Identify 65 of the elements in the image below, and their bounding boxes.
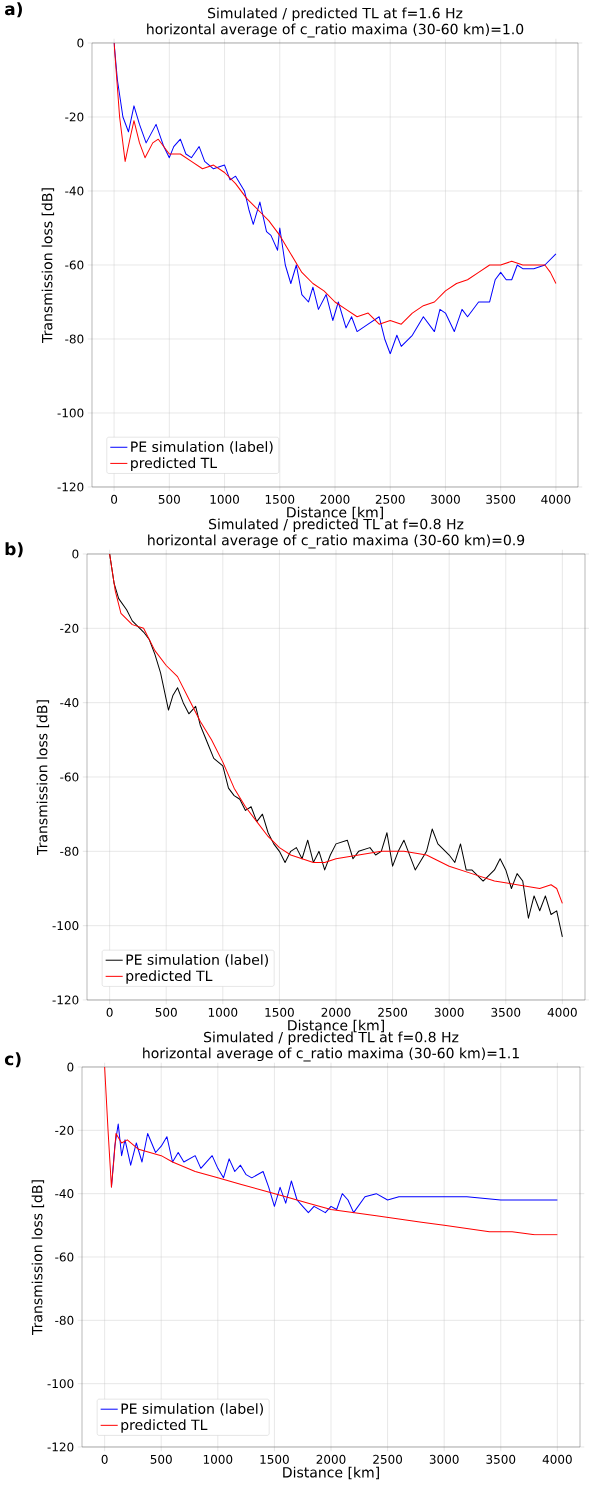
x-axis-title: Distance [km] [283,1466,379,1480]
y-tick-label: -40 [55,1189,74,1199]
y-tick-label: 0 [67,1062,74,1072]
x-tick-label: 1000 [210,494,240,504]
y-axis-title: Transmission loss [dB] [31,1180,45,1335]
x-tick-label: 1000 [208,1007,238,1017]
x-tick-label: 500 [158,494,180,504]
y-tick-label: -120 [57,482,84,492]
text: a) [4,2,22,18]
x-tick-label: 500 [155,1007,177,1017]
x-tick-label: 1500 [265,1007,294,1017]
y-tick-label: -100 [52,921,79,931]
x-tick-label: 3000 [431,494,460,504]
x-tick-label: 3500 [486,494,516,504]
chart-subtitle: horizontal average of c_ratio maxima (30-60 km)=1.1 [143,1047,519,1062]
chart-subtitle: horizontal average of c_ratio maxima (30-60 km)=1.0 [147,23,524,38]
x-tick-label: 1500 [265,494,295,504]
text: c) [4,1052,21,1068]
y-tick-label: -40 [60,698,79,708]
x-tick-label: 4000 [542,1454,572,1464]
x-tick-label: 2500 [375,494,405,504]
x-tick-label: 1500 [260,1454,289,1464]
y-axis-title: Transmission loss [dB] [36,700,50,855]
x-tick-label: 0 [111,494,118,504]
legend-label: predicted TL [131,457,217,471]
x-tick-label: 0 [106,1007,113,1017]
y-axis-title: Transmission loss [dB] [41,188,55,343]
y-tick-label: -80 [55,1315,74,1325]
x-tick-label: 2000 [320,494,350,504]
y-tick-label: -40 [65,186,84,196]
y-tick-label: -20 [55,1125,74,1135]
x-tick-label: 2000 [316,1454,346,1464]
x-tick-label: 3500 [486,1454,516,1464]
y-tick-label: -120 [52,995,79,1005]
x-tick-label: 2500 [373,1454,403,1464]
y-tick-label: -100 [47,1379,74,1389]
y-tick-label: -60 [55,1252,74,1262]
legend-label: PE simulation (label) [126,954,268,967]
legend-label: predicted TL [121,1419,208,1433]
y-tick-label: 0 [72,549,79,559]
y-tick-label: -120 [47,1442,74,1452]
y-tick-label: -20 [65,112,84,122]
x-tick-label: 500 [150,1454,172,1464]
chart-title: Simulated / predicted TL at f=1.6 Hz [208,7,463,22]
y-tick-label: -80 [60,846,79,856]
y-tick-label: -20 [60,623,79,633]
text: b) [5,542,23,558]
y-tick-label: -100 [57,408,84,418]
x-tick-label: 4000 [547,1007,577,1017]
legend-label: PE simulation (label) [121,1403,263,1416]
legend-label: PE simulation (label) [131,441,273,454]
y-tick-label: 0 [77,38,84,48]
chart-subtitle: horizontal average of c_ratio maxima (30-60 km)=0.9 [148,534,525,549]
legend-label: predicted TL [126,970,213,984]
x-tick-label: 2000 [321,1007,351,1017]
x-tick-label: 2500 [378,1007,408,1017]
y-tick-label: -80 [65,334,84,344]
x-tick-label: 1000 [203,1454,233,1464]
y-tick-label: -60 [65,260,84,270]
x-tick-label: 3000 [429,1454,459,1464]
x-tick-label: 4000 [541,494,571,504]
x-tick-label: 0 [101,1454,108,1464]
x-tick-label: 3000 [434,1007,464,1017]
y-tick-label: -60 [60,772,79,782]
x-tick-label: 3500 [491,1007,521,1017]
